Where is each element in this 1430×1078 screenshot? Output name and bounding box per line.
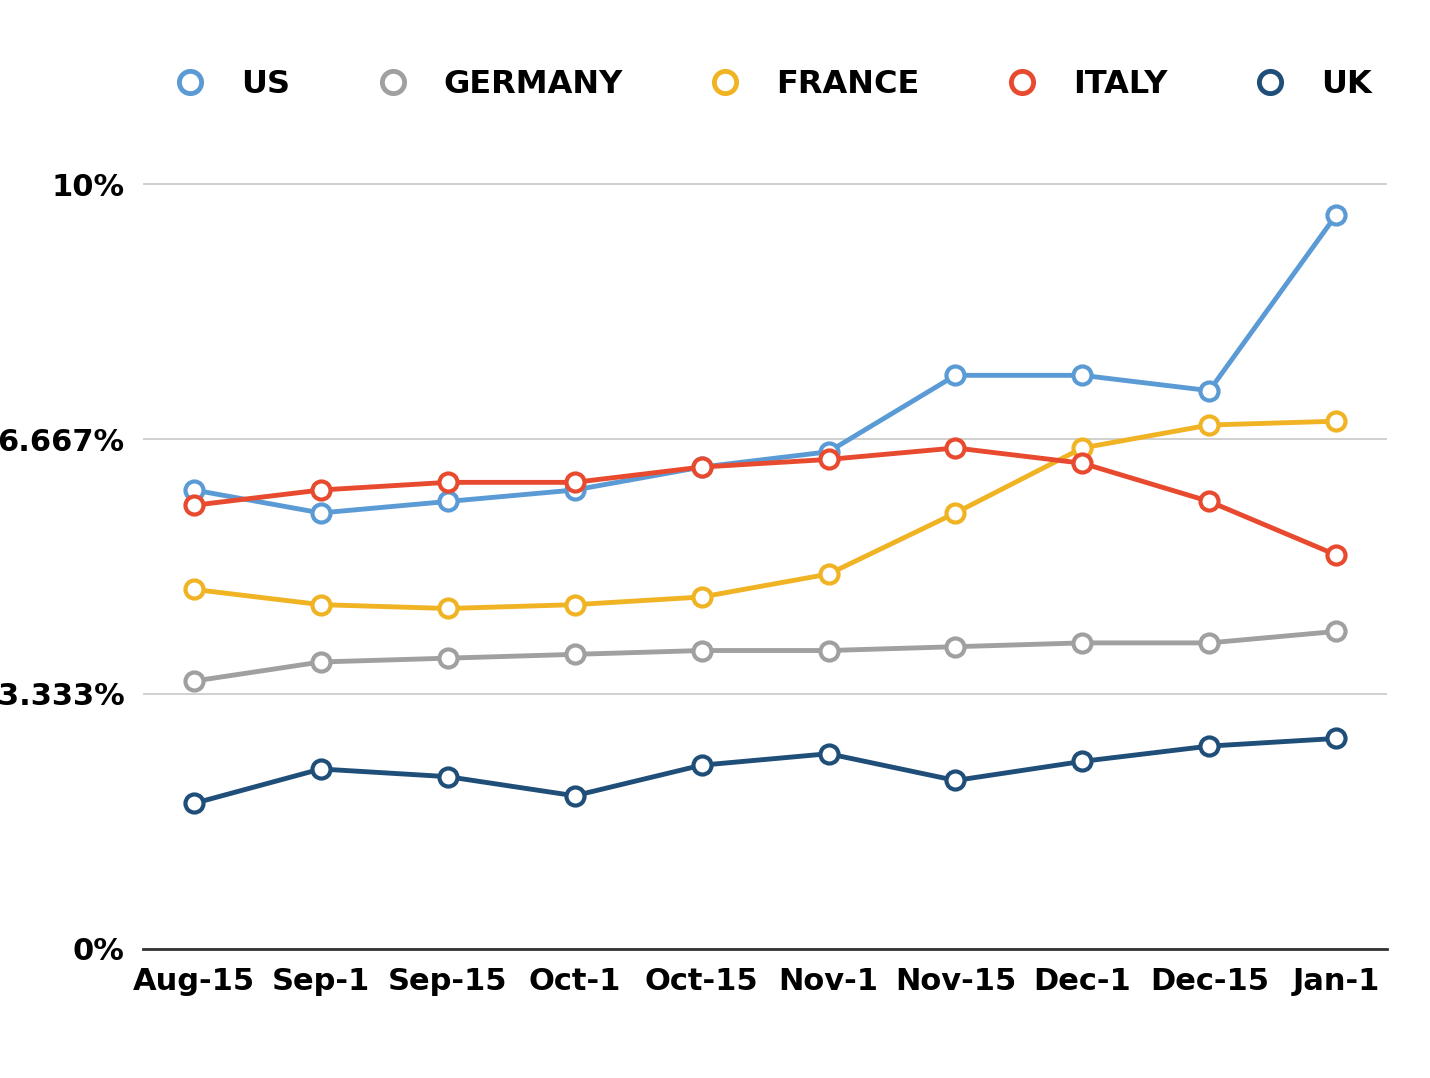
GERMANY bbox=[566, 648, 583, 661]
Line: US: US bbox=[184, 206, 1346, 522]
ITALY bbox=[947, 442, 964, 455]
GERMANY bbox=[439, 652, 456, 665]
US bbox=[947, 369, 964, 382]
GERMANY bbox=[1201, 636, 1218, 649]
UK bbox=[186, 797, 203, 810]
GERMANY bbox=[312, 655, 329, 668]
ITALY bbox=[1327, 549, 1344, 562]
US bbox=[1327, 208, 1344, 221]
ITALY bbox=[439, 475, 456, 488]
UK bbox=[694, 759, 711, 772]
UK bbox=[1327, 732, 1344, 745]
FRANCE bbox=[694, 591, 711, 604]
UK bbox=[439, 770, 456, 783]
ITALY bbox=[186, 499, 203, 512]
GERMANY bbox=[186, 675, 203, 688]
UK bbox=[566, 789, 583, 802]
US bbox=[819, 445, 837, 458]
Legend: US, GERMANY, FRANCE, ITALY, UK: US, GERMANY, FRANCE, ITALY, UK bbox=[146, 56, 1384, 113]
FRANCE bbox=[312, 598, 329, 611]
FRANCE bbox=[439, 602, 456, 614]
US bbox=[1201, 384, 1218, 397]
FRANCE bbox=[186, 583, 203, 596]
FRANCE bbox=[947, 507, 964, 520]
ITALY bbox=[819, 453, 837, 466]
ITALY bbox=[312, 484, 329, 497]
GERMANY bbox=[819, 644, 837, 657]
Line: GERMANY: GERMANY bbox=[184, 622, 1346, 690]
UK bbox=[947, 774, 964, 787]
GERMANY bbox=[947, 640, 964, 653]
FRANCE bbox=[1201, 418, 1218, 431]
US bbox=[439, 495, 456, 508]
ITALY bbox=[1074, 457, 1091, 470]
UK bbox=[1074, 755, 1091, 768]
US bbox=[312, 507, 329, 520]
US bbox=[694, 460, 711, 473]
GERMANY bbox=[694, 644, 711, 657]
UK bbox=[1201, 740, 1218, 752]
FRANCE bbox=[566, 598, 583, 611]
FRANCE bbox=[819, 568, 837, 581]
FRANCE bbox=[1327, 415, 1344, 428]
Line: UK: UK bbox=[184, 730, 1346, 813]
US bbox=[1074, 369, 1091, 382]
ITALY bbox=[694, 460, 711, 473]
ITALY bbox=[566, 475, 583, 488]
Line: FRANCE: FRANCE bbox=[184, 412, 1346, 618]
ITALY bbox=[1201, 495, 1218, 508]
FRANCE bbox=[1074, 442, 1091, 455]
UK bbox=[312, 762, 329, 775]
Line: ITALY: ITALY bbox=[184, 439, 1346, 564]
GERMANY bbox=[1074, 636, 1091, 649]
UK bbox=[819, 747, 837, 760]
GERMANY bbox=[1327, 625, 1344, 638]
US bbox=[186, 484, 203, 497]
US bbox=[566, 484, 583, 497]
